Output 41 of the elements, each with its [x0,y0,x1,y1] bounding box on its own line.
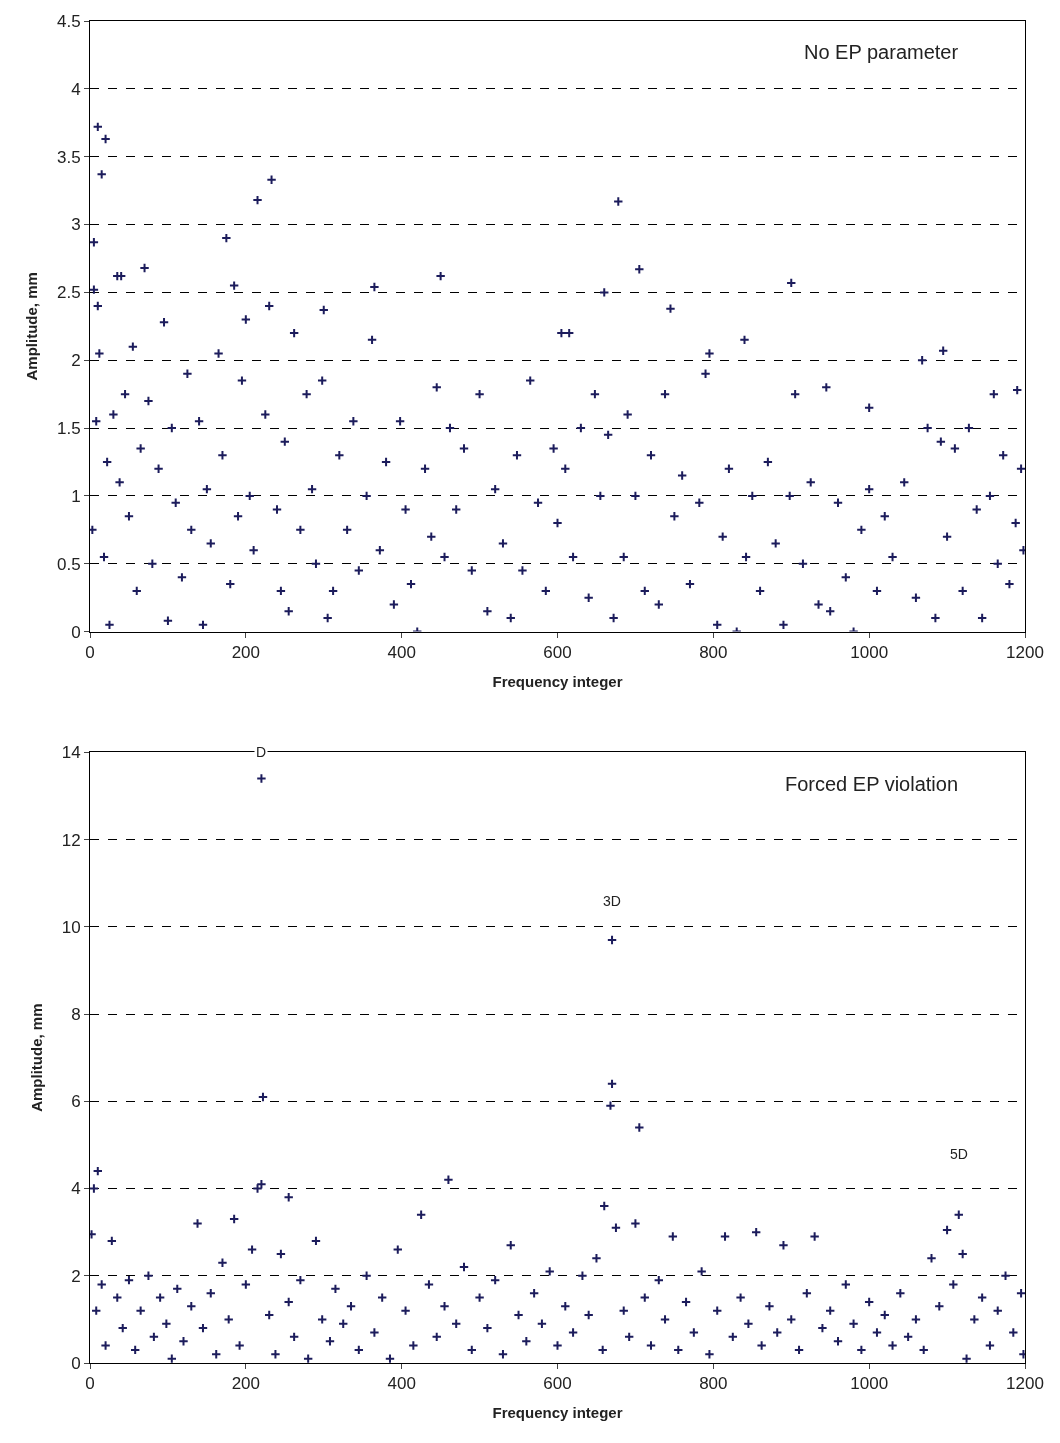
y-tick-label: 4 [71,79,81,99]
y-tick-label: 3 [71,215,81,235]
annotation: Forced EP violation [785,773,959,795]
y-tick-label: 2 [71,351,81,371]
y-tick-label: 10 [61,917,81,937]
y-tick-label: 1.5 [56,419,81,439]
x-tick-label: 600 [543,1374,572,1394]
x-tick-label: 1200 [1006,643,1044,663]
y-tick-label: 6 [71,1092,81,1112]
x-axis-title: Frequency integer [492,1404,623,1422]
annotation: 5D [950,1146,968,1162]
annotation: 3D [603,893,621,909]
x-tick-label: 800 [699,643,728,663]
x-tick-label: 0 [85,1374,95,1394]
y-tick-label: 2 [71,1266,81,1286]
x-tick-label: 1000 [850,643,889,663]
y-tick-label: 4.5 [56,11,81,31]
x-tick-label: 200 [231,1374,261,1394]
annotation: D [256,744,267,760]
y-tick-label: 2.5 [56,283,81,303]
y-tick-label: 0 [71,622,81,642]
x-tick-label: 1200 [1006,1374,1044,1394]
x-tick-label: 0 [85,643,95,663]
y-axis-title: Amplitude, mm [23,272,41,381]
y-tick-label: 12 [61,830,81,850]
y-tick-label: 14 [61,743,81,763]
x-tick-label: 400 [387,643,416,663]
x-tick-label: 1000 [850,1374,889,1394]
y-tick-label: 0 [71,1353,81,1373]
x-tick-label: 400 [387,1374,416,1394]
x-tick-label: 600 [543,643,572,663]
y-tick-label: 3.5 [56,147,81,167]
y-tick-label: 0.5 [56,554,81,574]
x-axis-title: Frequency integer [492,673,623,691]
y-tick-label: 8 [71,1005,81,1025]
y-tick-label: 4 [71,1179,81,1199]
annotation: No EP parameter [804,41,959,63]
y-axis-title: Amplitude, mm [27,1003,45,1112]
y-tick-label: 1 [71,486,81,506]
x-tick-label: 200 [231,643,261,663]
x-tick-label: 800 [699,1374,728,1394]
